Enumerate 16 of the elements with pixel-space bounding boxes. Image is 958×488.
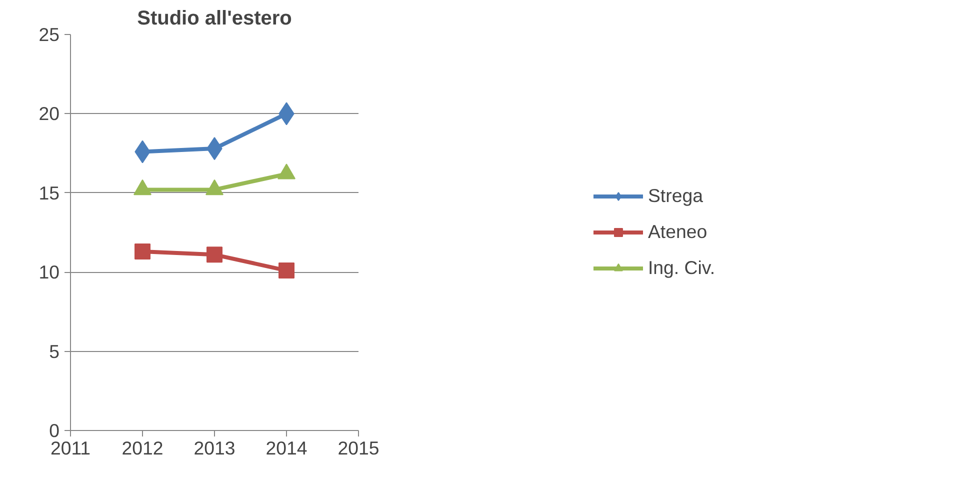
x-tick-label: 2013 <box>194 438 236 458</box>
legend-label: Strega <box>648 185 703 207</box>
chart-title: Studio all'estero <box>137 8 292 30</box>
y-tick-label: 15 <box>38 182 60 204</box>
y-tick-label: 25 <box>38 24 60 45</box>
point <box>206 246 222 263</box>
legend-label: Ateneo <box>648 221 708 243</box>
point <box>134 244 150 260</box>
point <box>278 262 294 279</box>
y-tick-label: 5 <box>49 340 60 362</box>
x-tick-label: 2015 <box>338 438 380 458</box>
x-tick-label: 2014 <box>266 438 308 458</box>
legend-label: Ing. Civ. <box>648 257 716 279</box>
y-tick-label: 10 <box>38 262 60 283</box>
y-tick-label: 20 <box>38 103 60 124</box>
x-tick-label: 2012 <box>122 438 164 458</box>
